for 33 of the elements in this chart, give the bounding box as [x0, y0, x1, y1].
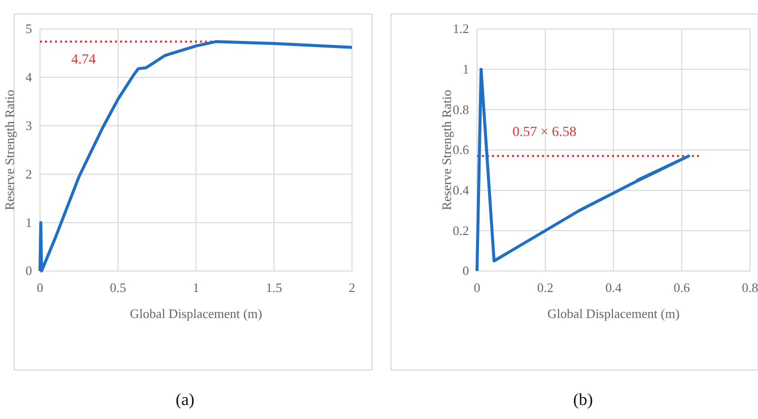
text: (b)	[573, 390, 593, 409]
y-tick-label: 0.6	[452, 142, 470, 158]
y-tick-label: 0.8	[452, 102, 469, 117]
y-tick-label: 1	[462, 61, 469, 76]
y-tick-label: 1	[26, 214, 32, 230]
x-tick-label: 2	[348, 280, 356, 296]
x-tick-label: 0	[36, 280, 44, 296]
x-tick-label: 0.6	[674, 280, 690, 296]
x-tick-label: 0.5	[110, 280, 126, 296]
x-tick-label: 0	[474, 280, 480, 296]
ref-line-label: 4.74	[71, 52, 96, 68]
y-tick-label: 3	[26, 118, 32, 133]
text: (a)	[176, 390, 194, 409]
y-tick-label: 0	[462, 263, 469, 278]
y-tick-label: 1.2	[452, 21, 469, 36]
x-tick-label: 0.8	[742, 280, 758, 296]
y-tick-label: 4	[26, 70, 32, 85]
x-axis-title: Global Displacement (m)	[547, 306, 680, 321]
ref-line-label: 0.57 × 6.58	[512, 125, 576, 140]
line-series	[476, 68, 690, 272]
y-tick-label: 2	[26, 166, 32, 182]
x-tick-label: 0.4	[605, 280, 622, 296]
y-axis-title: Reserve Strength Ratio	[439, 90, 454, 210]
x-tick-label: 1.5	[266, 280, 282, 296]
x-axis-title: Global Displacement (m)	[130, 306, 262, 321]
line-series	[38, 40, 354, 272]
x-tick-label: 1	[192, 280, 200, 296]
x-tick-label: 0.2	[537, 280, 554, 296]
y-axis-title: Reserve Strength Ratio	[2, 90, 17, 210]
y-tick-label: 0.4	[452, 182, 470, 198]
y-tick-label: 0	[26, 263, 32, 278]
y-tick-label: 0.2	[452, 222, 469, 238]
y-tick-label: 5	[26, 21, 32, 36]
